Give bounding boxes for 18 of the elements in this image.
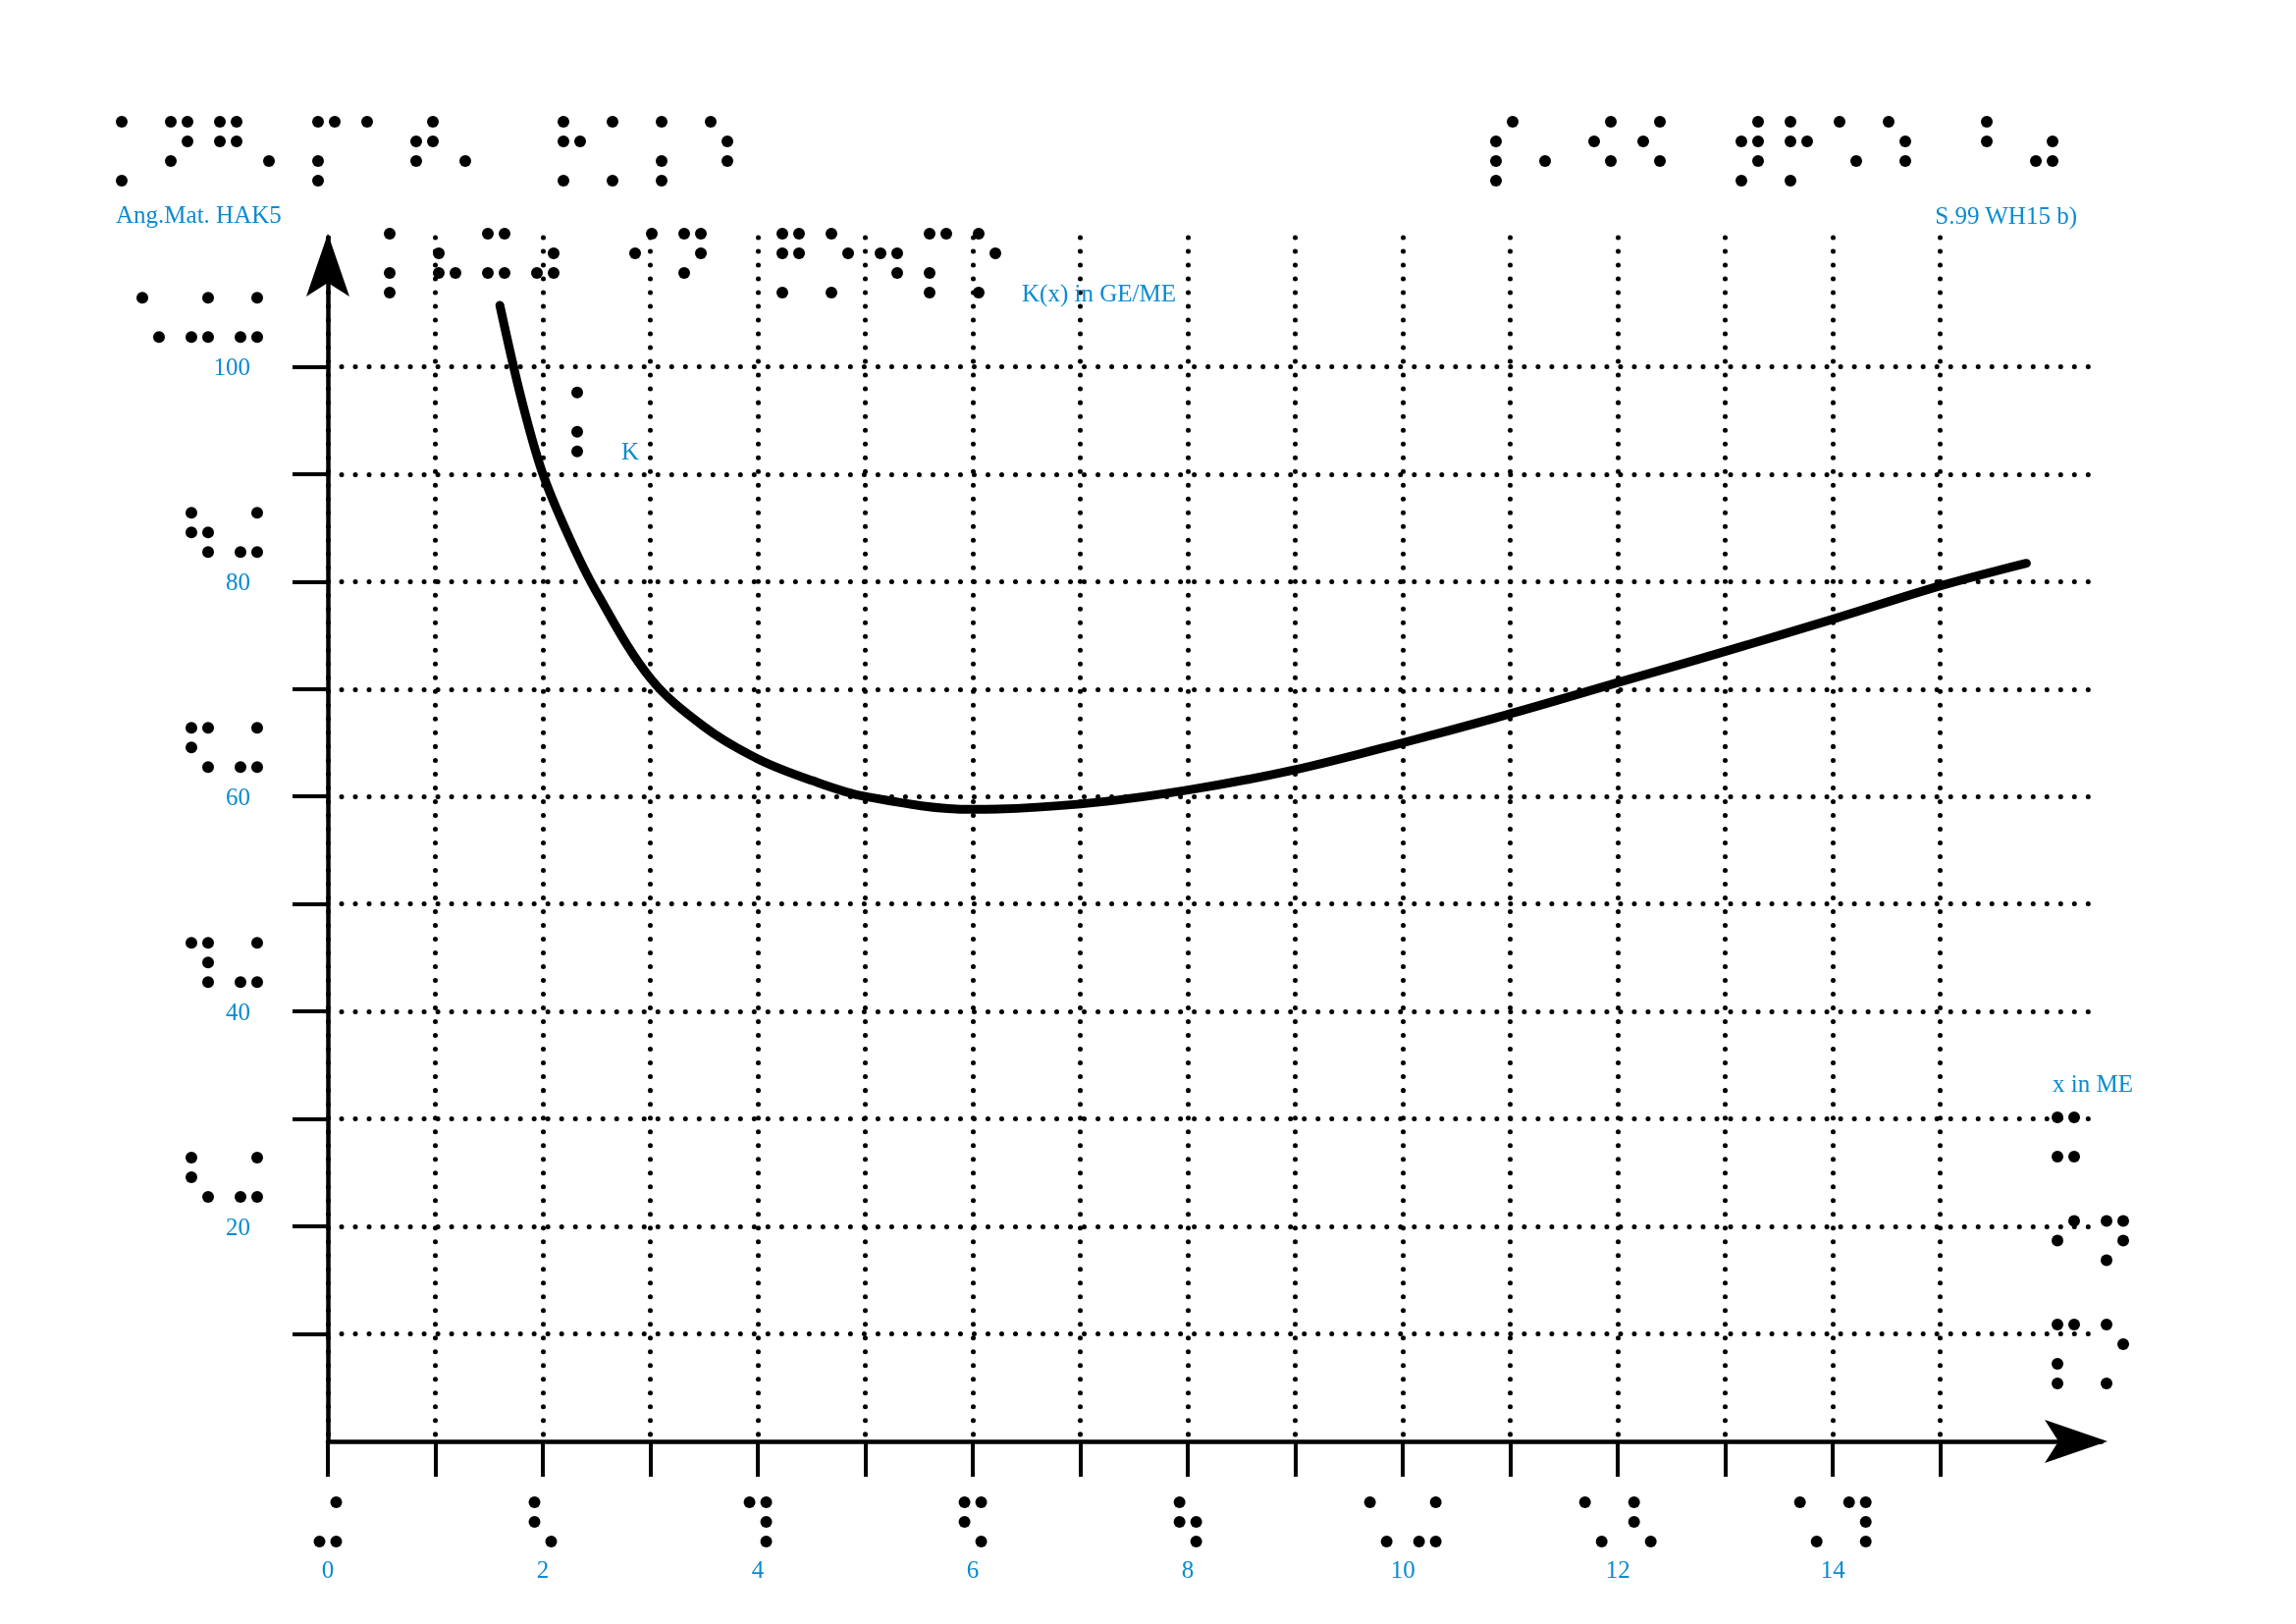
y-tick-label: 80 — [226, 568, 250, 595]
text: S.99 WH15 b) — [1935, 201, 2077, 230]
x-tick-label: 10 — [1390, 1556, 1415, 1583]
x-tick-label: 14 — [1820, 1556, 1846, 1583]
x-tick-label: 0 — [321, 1556, 335, 1583]
chart-title: Ang.Mat. HAK5 — [116, 200, 282, 228]
x-tick-label: 8 — [1181, 1556, 1195, 1583]
x-tick-label: 6 — [966, 1556, 980, 1583]
y-tick-label: 60 — [226, 783, 250, 810]
x-tick-label: 2 — [536, 1556, 550, 1583]
y-tick-label: 20 — [226, 1213, 250, 1240]
y-tick-label: 100 — [213, 352, 250, 380]
y-tick-label: 40 — [226, 998, 250, 1025]
legend-label: K — [621, 438, 640, 465]
x-axis-title: x in ME — [2053, 1069, 2133, 1097]
x-tick-label: 12 — [1605, 1556, 1630, 1583]
y-axis-title: K(x) in GE/ME — [1022, 279, 1176, 307]
x-tick-label: 4 — [751, 1556, 765, 1583]
